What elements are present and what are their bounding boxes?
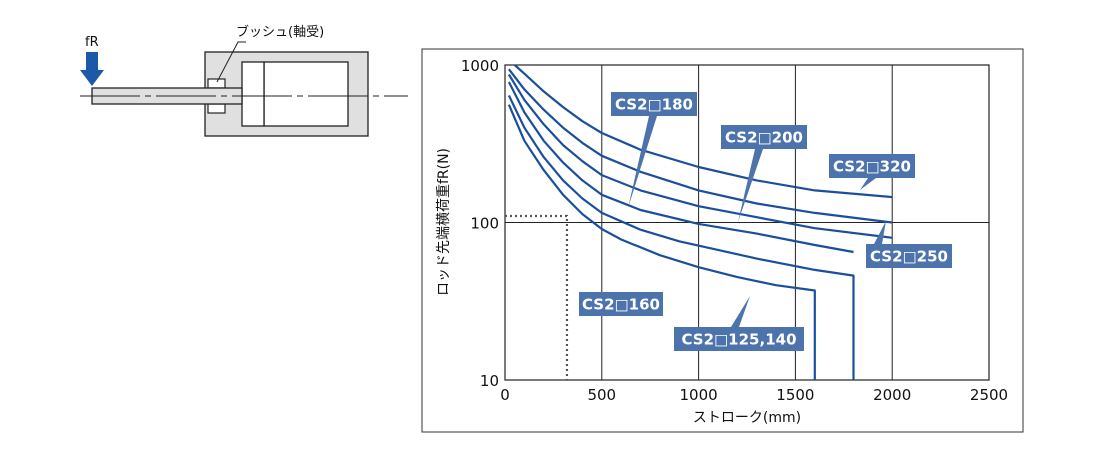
y-tick-label: 1000 (461, 57, 499, 75)
series-label-box-2 (611, 92, 697, 116)
x-tick-label: 1500 (776, 386, 814, 404)
bushing-leader (216, 41, 246, 83)
series-label-1: CS2□160 (582, 296, 660, 314)
reference-line (505, 214, 569, 380)
series-line-3 (507, 73, 893, 239)
series-label-box-4 (866, 244, 952, 268)
force-label: fR (85, 35, 99, 50)
series-leader-4 (874, 221, 886, 244)
force-arrow-icon (80, 70, 104, 86)
series-line-1 (507, 95, 855, 380)
x-tick-label: 500 (587, 386, 616, 404)
series-labels: CS2□125,140 CS2□160 CS2□180 CS2□200 CS2□250 C… (579, 92, 952, 351)
series-label-4: CS2□250 (870, 248, 948, 266)
series-leader-2 (628, 116, 657, 208)
series-lines (507, 64, 893, 380)
y-tick-label: 10 (480, 372, 499, 390)
force-arrow-shaft (86, 52, 98, 70)
y-axis-title: ロッド先端横荷重fR(N) (436, 148, 452, 296)
y-tick-label: 100 (470, 215, 499, 233)
bushing-upper (207, 78, 226, 89)
series-line-4 (508, 68, 893, 224)
series-label-box-3 (721, 125, 807, 149)
cylinder-diagram: fR ブッシュ(軸受) (80, 24, 408, 137)
series-label-3: CS2□200 (725, 129, 803, 147)
x-tick-label: 1000 (680, 386, 718, 404)
x-tick-label: 0 (500, 386, 510, 404)
piston (241, 61, 265, 127)
bushing-label: ブッシュ(軸受) (236, 24, 324, 40)
series-label-5: CS2□320 (833, 158, 911, 176)
series-line-5 (513, 64, 893, 199)
cylinder-bore (263, 61, 349, 127)
bushing-lower (207, 103, 226, 114)
chart-frame (421, 48, 1024, 433)
series-label-2: CS2□180 (615, 96, 693, 114)
x-axis-title: ストローク(mm) (693, 410, 801, 426)
series-line-0 (507, 104, 816, 380)
series-line-2 (507, 81, 854, 254)
series-label-0: CS2□125,140 (681, 331, 796, 349)
series-leader-0 (731, 296, 750, 327)
series-leader-5 (860, 178, 876, 190)
x-tick-label: 2000 (873, 386, 911, 404)
plot-area: CS2□125,140 CS2□160 CS2□180 CS2□200 CS2□250 C… (461, 57, 1008, 404)
series-label-box-1 (579, 292, 663, 316)
tick-labels: 0 500 1000 1500 2000 2500 10 100 1000 (461, 57, 1008, 404)
series-label-box-0 (674, 327, 804, 351)
reference-lines (505, 214, 569, 380)
series-label-box-5 (829, 154, 915, 178)
x-tick-label: 2500 (970, 386, 1008, 404)
label-leaders (628, 116, 886, 327)
series-leader-3 (738, 149, 763, 222)
